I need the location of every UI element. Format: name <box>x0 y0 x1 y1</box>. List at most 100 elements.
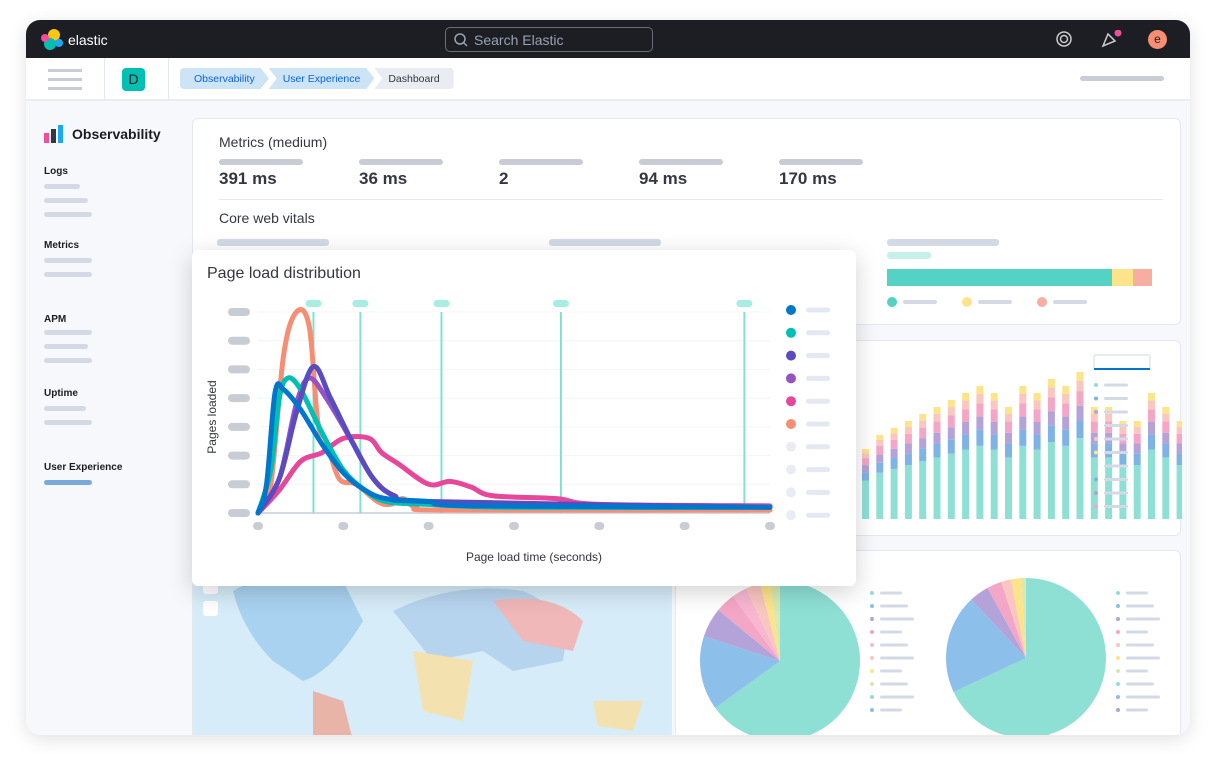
bar-segment <box>1019 445 1027 519</box>
bar-segment <box>1090 457 1098 519</box>
world-map[interactable] <box>193 551 672 735</box>
legend-marker <box>1116 708 1120 712</box>
sidebar-item-apm[interactable]: APM <box>44 314 67 325</box>
bar-segment <box>1076 380 1084 392</box>
x-tick-label <box>423 522 434 530</box>
legend-marker[interactable] <box>786 464 796 475</box>
legend-marker <box>1116 617 1120 621</box>
bar-segment <box>976 416 984 430</box>
bar-chart-select[interactable] <box>1093 354 1151 370</box>
y-tick-label <box>228 422 250 431</box>
legend-label <box>806 444 830 450</box>
avatar[interactable]: e <box>1148 30 1167 49</box>
legend-marker <box>870 630 874 634</box>
bar-segment <box>890 439 898 449</box>
bar-segment <box>862 465 869 473</box>
sidebar-item-user-experience[interactable]: User Experience <box>44 462 123 473</box>
bar-segment <box>947 407 955 416</box>
bar-segment <box>1148 449 1155 519</box>
legend-label <box>880 591 902 595</box>
vital-segment <box>1112 269 1134 286</box>
bar-segment <box>1062 403 1070 417</box>
legend-marker <box>1116 695 1120 699</box>
vital-label <box>887 239 999 246</box>
bar-segment <box>919 461 927 519</box>
bar-segment <box>1019 393 1027 404</box>
legend-marker[interactable] <box>786 487 796 498</box>
bar-segment <box>876 445 884 455</box>
breadcrumb-observability[interactable]: Observability <box>180 68 269 89</box>
bar-segment <box>1076 438 1084 519</box>
help-icon[interactable] <box>1055 30 1073 48</box>
news-feed-icon[interactable] <box>1101 30 1123 48</box>
metric-label <box>499 159 583 165</box>
percentile-label <box>552 300 569 307</box>
legend-label <box>1104 437 1128 441</box>
menu-icon[interactable] <box>48 69 82 90</box>
bar-segment <box>1033 393 1041 401</box>
legend-marker[interactable] <box>786 373 796 384</box>
legend-marker[interactable] <box>786 327 796 338</box>
bar-segment <box>1119 443 1127 454</box>
pie-charts <box>700 578 1160 735</box>
legend-label <box>880 669 902 673</box>
bar-segment <box>919 414 927 421</box>
pie-slice <box>745 583 780 661</box>
bar-segment <box>1076 405 1084 421</box>
pie-slice <box>971 587 1026 658</box>
bar-segment <box>962 421 970 435</box>
search-input[interactable]: Search Elastic <box>445 27 653 52</box>
vital-sub <box>887 252 931 259</box>
sidebar: Observability Logs Metrics APM Uptime Us… <box>26 101 176 735</box>
legend-label <box>1104 397 1128 400</box>
legend-label <box>806 307 830 313</box>
percentile-label <box>736 300 753 307</box>
legend-marker[interactable] <box>786 350 796 361</box>
bar-segment <box>862 480 869 519</box>
metric-value: 36 ms <box>359 169 408 188</box>
bar-segment <box>1162 421 1170 433</box>
percentile-label <box>352 300 369 307</box>
sidebar-link <box>44 406 86 411</box>
legend-label <box>1126 591 1148 595</box>
legend-label <box>1126 630 1148 634</box>
bar-segment <box>1062 393 1070 404</box>
legend-dot <box>962 297 972 307</box>
bar-segment <box>1090 443 1098 458</box>
sidebar-item-logs[interactable]: Logs <box>44 166 68 177</box>
bar-segment <box>1133 421 1141 427</box>
bar-segment <box>876 454 884 463</box>
space-avatar[interactable]: D <box>122 68 145 91</box>
elastic-logo[interactable]: elastic <box>40 28 108 52</box>
legend-marker[interactable] <box>786 305 796 315</box>
bar-segment <box>1176 426 1184 434</box>
bar-segment <box>933 432 941 444</box>
metric-value: 94 ms <box>639 169 688 188</box>
legend-label <box>1104 410 1128 414</box>
bar-segment <box>962 434 970 450</box>
bar-segment <box>1119 453 1127 466</box>
sidebar-item-uptime[interactable]: Uptime <box>44 388 78 399</box>
bar-segment <box>1162 457 1170 519</box>
legend-marker[interactable] <box>786 441 796 452</box>
page-load-chart <box>228 300 830 530</box>
bar-segment <box>1133 453 1141 466</box>
legend-marker[interactable] <box>786 396 796 407</box>
legend-label <box>1126 695 1160 699</box>
pie-slice <box>1020 578 1026 658</box>
legend-marker[interactable] <box>786 419 796 429</box>
metric-value: 170 ms <box>779 169 837 188</box>
y-axis-label: Pages loaded <box>205 380 219 454</box>
legend-marker[interactable] <box>786 510 796 521</box>
bar-segment <box>1019 416 1027 430</box>
vital-label <box>549 239 661 246</box>
sidebar-item-metrics[interactable]: Metrics <box>44 240 80 251</box>
pie-slice <box>715 581 860 735</box>
bar-segment <box>1076 391 1084 406</box>
breadcrumb-user-experience[interactable]: User Experience <box>269 68 375 89</box>
bar-segment <box>976 386 984 394</box>
map-fit-button[interactable] <box>203 601 218 616</box>
bar-segment <box>1005 421 1012 433</box>
active-indicator <box>44 480 92 485</box>
sidebar-title: Observability <box>72 126 161 142</box>
